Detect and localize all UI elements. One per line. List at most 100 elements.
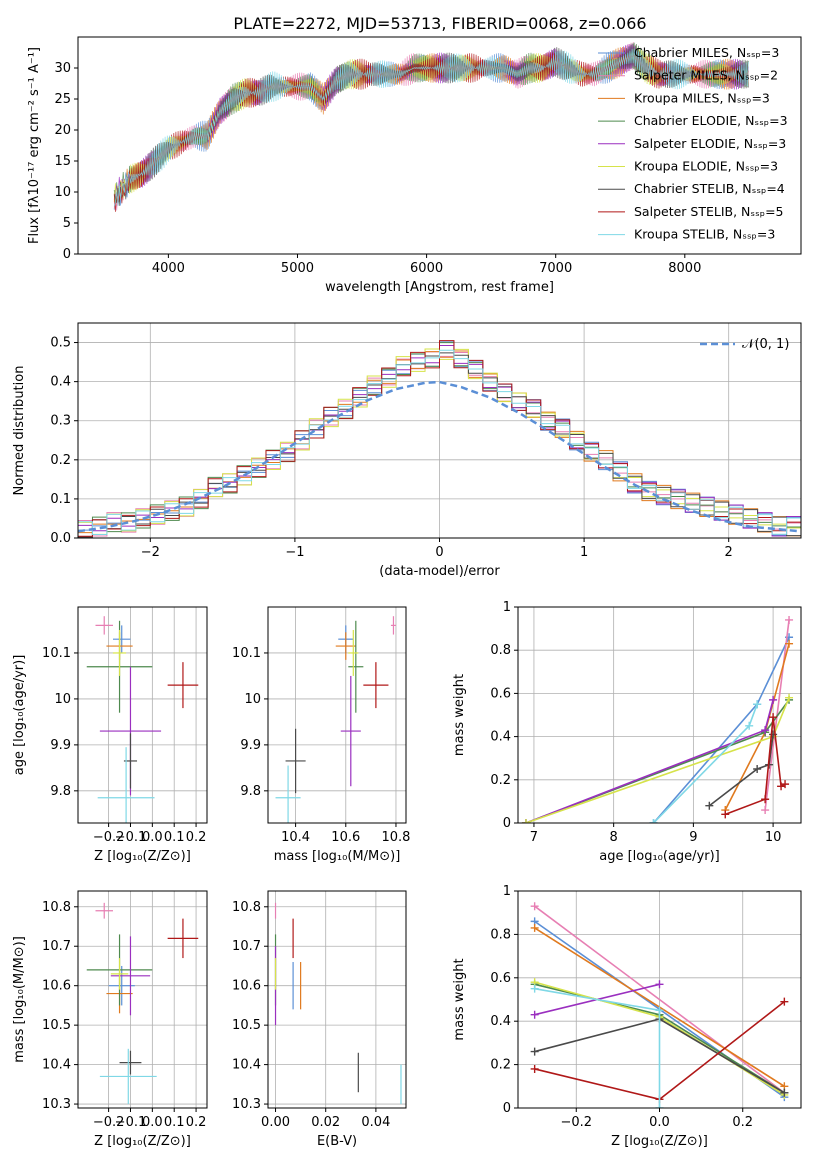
x-tick-label: 8000 [668,261,701,276]
weight-marker [705,801,714,810]
weight-marker [780,1088,789,1097]
x-axis-label: age [log₁₀(age/yr)] [599,849,720,864]
weight-marker [753,700,762,709]
y-tick-label: 10.6 [42,979,71,994]
x-axis-label: wavelength [Angstrom, rest frame] [325,280,554,295]
y-tick-label: 0.4 [490,730,511,745]
weight-marker [530,984,539,993]
plot-area [521,615,794,823]
y-axis-label: mass weight [452,674,467,756]
figure-title: PLATE=2272, MJD=53713, FIBERID=0068, z=0… [233,14,646,33]
histogram-step [78,349,801,535]
legend-label: Kroupa MILES, Nₛₛₚ=3 [634,90,770,105]
weight-marker [761,795,770,804]
plot-area [78,340,801,538]
legend-label: Chabrier STELIB, Nₛₛₚ=4 [634,181,785,196]
y-tick-label: 0 [63,247,71,262]
y-axis-label: Flux [fλ10⁻¹⁷ erg cm⁻² s⁻¹ A⁻¹] [27,47,42,244]
y-tick-label: 0.8 [490,643,511,658]
x-tick-label: −0.1 [115,1115,147,1130]
y-tick-label: 10 [54,185,71,200]
y-axis-label: mass weight [452,958,467,1040]
normal-curve [78,380,801,533]
y-tick-label: 10.4 [42,1058,71,1073]
y-tick-label: 0 [503,1101,511,1116]
x-tick-label: 7000 [539,261,572,276]
y-tick-label: 9.9 [50,738,71,753]
x-tick-label: 4000 [152,261,185,276]
plot-area [275,616,396,823]
x-axis-label: (data-model)/error [379,564,500,579]
legend-label: Chabrier ELODIE, Nₛₛₚ=3 [634,113,788,128]
axes-frame [517,890,802,1109]
weight-line [724,643,790,811]
panels-group: 4000 5000 6000 7000 8000051015202530waveleng… [12,36,802,1149]
axes-frame [267,606,407,824]
y-tick-label: 0.5 [50,336,71,351]
weight-marker [769,695,778,704]
x-tick-label: 0.2 [186,830,207,845]
y-tick-label: 10.5 [232,1018,261,1033]
panel-Z-vs-mass: −0.2−0.10.0 0.1 0.2 10.3 10.4 10.5 10.6 10.7 10.… [12,890,208,1149]
y-tick-label: 0 [503,816,511,831]
spectrum-line [113,48,749,207]
weight-marker [761,806,770,815]
y-tick-label: 10.3 [232,1097,261,1112]
x-axis-label: mass [log₁₀(M/M⊙)] [274,849,401,864]
y-axis-label: mass [log₁₀(M/M⊙)] [12,936,27,1063]
y-tick-label: 10.3 [42,1097,71,1112]
x-tick-label: 0.02 [311,1115,340,1130]
weight-marker [521,819,530,823]
weight-marker [785,693,794,702]
x-tick-label: −0.1 [115,830,147,845]
x-tick-label: 0.2 [732,1115,753,1130]
y-tick-label: 0.4 [50,375,71,390]
y-tick-label: 0.6 [490,971,511,986]
plot-area [86,616,199,823]
x-axis-label: E(B-V) [317,1134,357,1149]
weight-marker [530,923,539,932]
x-tick-label: −0.2 [93,830,125,845]
y-tick-label: 0.2 [490,1058,511,1073]
panel-EBV-vs-mass: 0.00 0.02 0.04 10.3 10.4 10.5 10.6 10.7 10.8 E(B-… [232,890,407,1149]
weight-marker [753,765,762,773]
y-tick-label: 10.4 [232,1058,261,1073]
axes-frame [267,890,407,1109]
weight-marker [780,997,789,1006]
x-axis-label: Z [log₁₀(Z/Z⊙)] [94,849,191,864]
panel-residuals: −2 −1 0 1 2 0.0 0.1 0.2 0.3 0.4 0.5 (data-model)/er… [12,322,802,579]
legend-label: Kroupa ELODIE, Nₛₛₚ=3 [634,159,778,174]
weight-line [534,987,661,1108]
weight-marker [530,1047,539,1056]
y-tick-label: 10.1 [232,646,261,661]
panel-Z-vs-age: −0.2−0.10.0 0.1 0.2 9.8 9.9 10 10.1 Z [log₁₀(Z/… [12,606,208,864]
weight-line [534,905,785,1094]
y-tick-label: 0.3 [50,414,71,429]
x-tick-label: 9 [689,830,697,845]
x-tick-label: 10.4 [281,830,310,845]
legend-label: Kroupa STELIB, Nₛₛₚ=3 [634,227,775,242]
legend-label: 𝒩(0, 1) [742,337,789,352]
panel-spectrum: 4000 5000 6000 7000 8000 0 5 10 15 20 25 30 waveleng… [27,36,802,295]
weight-line [724,717,786,816]
axes-frame [77,322,802,539]
legend-label: Salpeter STELIB, Nₛₛₚ=5 [634,204,784,219]
axes-frame [77,606,208,824]
panel-mass-vs-age: 10.4 10.6 10.8 9.8 9.9 10 10.1 mass [log₁₀(M/M⊙… [232,606,410,864]
y-tick-label: 9.8 [50,784,71,799]
plot-area [530,902,789,1108]
y-tick-label: 9.8 [240,784,261,799]
x-tick-label: 8 [610,830,618,845]
x-tick-label: −0.2 [560,1115,592,1130]
weight-marker [761,726,770,735]
weight-marker [745,721,754,730]
x-tick-label: 0 [435,545,443,560]
x-tick-label: 0.0 [142,1115,163,1130]
axes-frame [517,606,802,824]
y-tick-label: 30 [54,61,71,76]
weight-marker [785,639,794,648]
x-axis-label: Z [log₁₀(Z/Z⊙)] [94,1134,191,1149]
y-tick-label: 10.6 [232,979,261,994]
plot-area [113,41,749,212]
